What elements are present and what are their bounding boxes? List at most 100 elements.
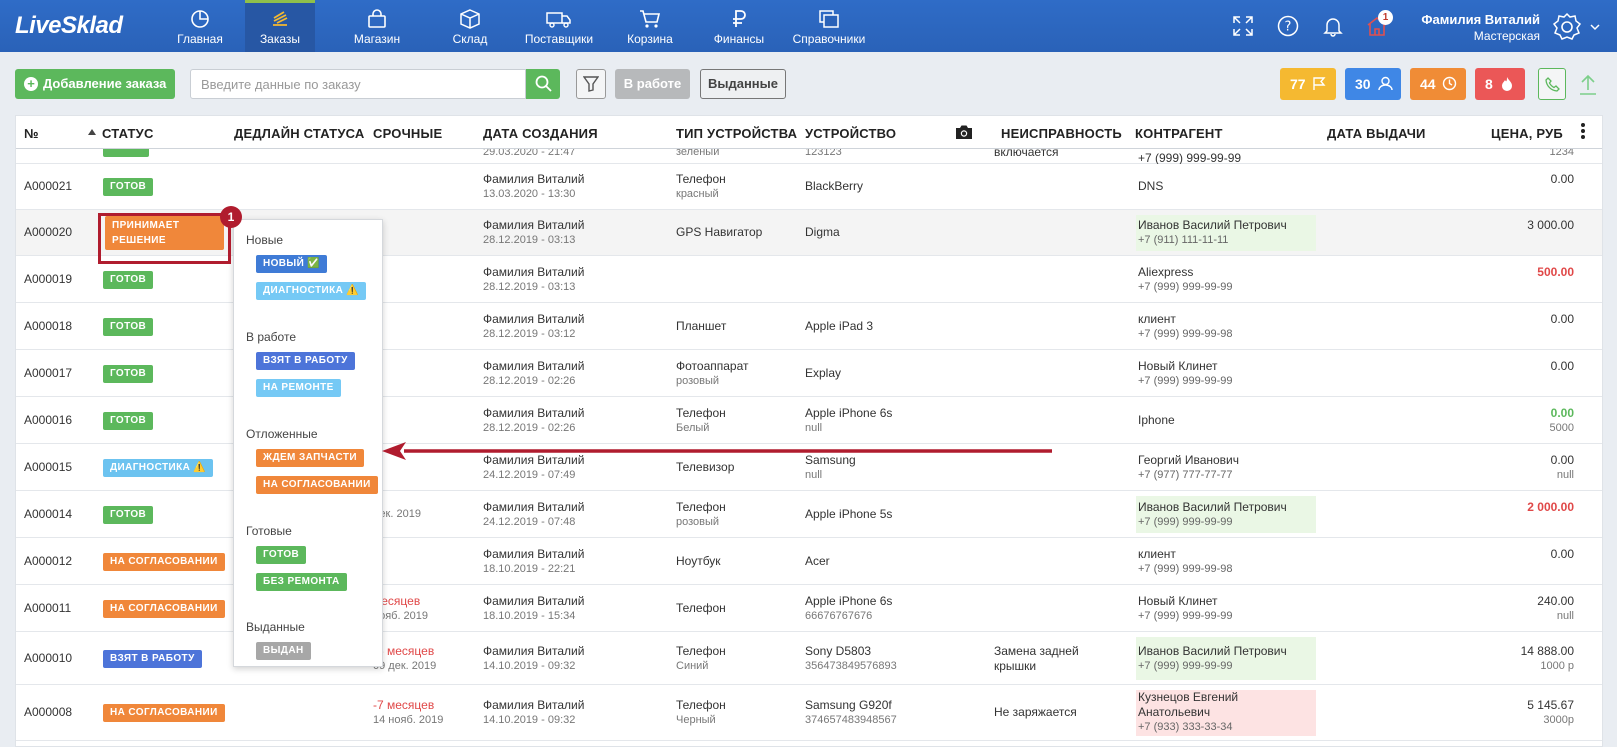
popup-status-option[interactable]: ВЗЯТ В РАБОТУ (256, 352, 355, 370)
contractor-name[interactable]: клиент (1138, 547, 1176, 561)
nav-finance[interactable]: Финансы (705, 0, 773, 52)
status-badge[interactable]: ГОТОВ (103, 178, 154, 196)
contractor-phone[interactable]: +7 (933) 333-33-34 (1138, 721, 1233, 733)
col-status-deadline[interactable]: ДЕДЛАЙН СТАТУСА (234, 126, 365, 141)
contractor-name[interactable]: Кузнецов Евгений Анатольевич (1138, 690, 1239, 719)
counter-clock[interactable]: 44 (1410, 68, 1466, 100)
contractor-name[interactable]: Новый Клинет (1138, 359, 1218, 373)
status-badge[interactable]: ВЗЯТ В РАБОТУ (103, 650, 202, 668)
nav-suppliers[interactable]: Поставщики (520, 0, 598, 52)
contractor-name[interactable]: Iphone (1138, 413, 1175, 427)
order-id[interactable]: A000020 (24, 225, 73, 239)
status-badge[interactable]: НА СОГЛАСОВАНИИ (103, 600, 225, 618)
status-badge[interactable]: ГОТОВ (103, 271, 154, 289)
sort-asc-icon[interactable] (88, 128, 96, 136)
nav-directory[interactable]: Справочники (788, 0, 870, 52)
order-id[interactable]: A000010 (24, 651, 73, 665)
order-id[interactable]: A000008 (24, 705, 73, 719)
contractor-phone[interactable]: +7 (999) 999-99-99 (1138, 660, 1233, 672)
bell-icon[interactable] (1322, 15, 1344, 37)
add-order-button[interactable]: + Добавление заказа (15, 69, 175, 99)
camera-icon[interactable] (955, 124, 973, 140)
order-id[interactable]: A000014 (24, 507, 73, 521)
fullscreen-icon[interactable] (1232, 15, 1254, 37)
status-badge[interactable]: ДИАГНОСТИКА ⚠️ (103, 459, 214, 477)
status-badge[interactable]: ГОТОВ (103, 506, 154, 524)
col-status[interactable]: СТАТУС (102, 126, 154, 141)
table-row[interactable]: A000014 ГОТОВ дек. 2019 Фамилия Виталий 24.1… (16, 491, 1602, 538)
contractor-name[interactable]: Aliexpress (1138, 265, 1194, 279)
in-work-button[interactable]: В работе (615, 69, 690, 99)
popup-status-option[interactable]: НА РЕМОНТЕ (256, 379, 341, 397)
contractor-phone[interactable]: +7 (999) 999-99-99 (1138, 281, 1233, 293)
order-id[interactable]: A000012 (24, 554, 73, 568)
col-created[interactable]: ДАТА СОЗДАНИЯ (483, 126, 598, 141)
order-id[interactable]: A000017 (24, 366, 73, 380)
col-contractor[interactable]: КОНТРАГЕНТ (1135, 126, 1223, 141)
contractor-phone[interactable]: +7 (999) 999-99-98 (1138, 328, 1233, 340)
table-row[interactable]: A000008 НА СОГЛАСОВАНИИ -7 месяцев 14 нояб.… (16, 685, 1602, 741)
popup-status-option[interactable]: НА СОГЛАСОВАНИИ (256, 476, 378, 494)
order-id[interactable]: A000011 (24, 601, 72, 615)
counter-flag[interactable]: 77 (1280, 68, 1336, 100)
contractor-name[interactable]: Иванов Василий Петрович (1138, 644, 1287, 658)
counter-user[interactable]: 30 (1345, 68, 1401, 100)
status-badge[interactable]: ГОТОВ (103, 318, 154, 336)
phone-button[interactable] (1538, 68, 1566, 100)
status-badge[interactable]: НА СОГЛАСОВАНИИ (103, 553, 225, 571)
order-search-input[interactable] (190, 69, 526, 99)
col-issue-date[interactable]: ДАТА ВЫДАЧИ (1327, 126, 1426, 141)
chevron-down-icon[interactable] (1590, 23, 1600, 31)
order-id[interactable]: A000015 (24, 460, 73, 474)
popup-status-option[interactable]: ЖДЕМ ЗАПЧАСТИ (256, 449, 364, 467)
filter-button[interactable] (576, 69, 606, 99)
status-badge[interactable]: НА СОГЛАСОВАНИИ (103, 704, 225, 722)
contractor-name[interactable]: Иванов Василий Петрович (1138, 218, 1287, 232)
col-number[interactable]: № (24, 126, 39, 141)
col-device[interactable]: УСТРОЙСТВО (805, 126, 897, 141)
contractor-name[interactable]: клиент (1138, 312, 1176, 326)
contractor-phone[interactable]: +7 (999) 999-99-99 (1138, 516, 1233, 528)
order-id[interactable]: A000019 (24, 272, 73, 286)
popup-status-option[interactable]: БЕЗ РЕМОНТА (256, 573, 347, 591)
contractor-name[interactable]: Новый Клинет (1138, 594, 1218, 608)
col-device-type[interactable]: ТИП УСТРОЙСТВА (676, 126, 798, 141)
contractor-phone[interactable]: +7 (999) 999-99-98 (1138, 563, 1233, 575)
help-icon[interactable]: ? (1277, 15, 1299, 37)
settings-gear-icon[interactable] (1552, 10, 1586, 44)
search-button[interactable] (526, 69, 560, 99)
contractor-name[interactable]: DNS (1138, 179, 1164, 193)
nav-shop[interactable]: Магазин (345, 0, 409, 52)
more-vertical-icon[interactable] (1580, 121, 1586, 141)
table-row[interactable]: A000021 ГОТОВ Фамилия Виталий 13.03.2020 - … (16, 164, 1602, 210)
nav-cart[interactable]: Корзина (620, 0, 680, 52)
contractor-name[interactable]: Георгий Иванович (1138, 453, 1240, 467)
app-logo[interactable]: LiveSklad (15, 12, 123, 39)
counter-fire[interactable]: 8 (1475, 68, 1525, 100)
nav-home[interactable]: Главная (170, 0, 230, 52)
order-id[interactable]: A000018 (24, 319, 73, 333)
popup-status-option[interactable]: ВЫДАН (256, 642, 311, 660)
popup-status-option[interactable]: ГОТОВ (256, 546, 307, 564)
col-urgent[interactable]: СРОЧНЫЕ (373, 126, 443, 141)
contractor-phone[interactable]: +7 (977) 777-77-77 (1138, 469, 1233, 481)
order-id[interactable]: A000016 (24, 413, 73, 427)
contractor-phone[interactable]: +7 (999) 999-99-99 (1138, 610, 1233, 622)
user-name[interactable]: Фамилия Виталий (1421, 12, 1540, 27)
nav-warehouse[interactable]: Склад (440, 0, 500, 52)
status-badge[interactable]: ГОТОВ (103, 412, 154, 430)
table-row-partial[interactable]: 29.03.2020 - 21:47 зеленый 123123 включа… (16, 139, 1602, 165)
status-badge[interactable]: ПРИНИМАЕТ РЕШЕНИЕ (105, 216, 224, 250)
contractor-phone[interactable]: +7 (999) 999-99-99 (1138, 375, 1233, 387)
popup-status-option[interactable]: ДИАГНОСТИКА ⚠️ (256, 282, 367, 300)
nav-orders[interactable]: Заказы (245, 0, 315, 52)
status-badge[interactable]: ГОТОВ (103, 365, 154, 383)
contractor-phone[interactable]: +7 (911) 111-11-11 (1138, 234, 1229, 246)
issued-button[interactable]: Выданные (700, 69, 786, 99)
contractor-name[interactable]: Иванов Василий Петрович (1138, 500, 1287, 514)
table-row[interactable]: A000017 ГОТОВ Фамилия Виталий 28.12.2019 - … (16, 350, 1602, 397)
popup-status-option[interactable]: НОВЫЙ ✅ (256, 255, 328, 273)
upload-arrow-icon[interactable] (1578, 72, 1598, 96)
col-price[interactable]: ЦЕНА, РУБ (1491, 126, 1563, 141)
order-id[interactable]: A000021 (24, 179, 73, 193)
